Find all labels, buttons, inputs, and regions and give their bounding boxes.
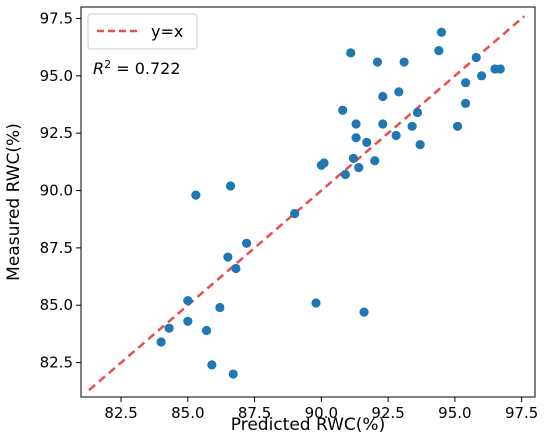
data-point <box>183 316 193 326</box>
data-point <box>319 158 329 168</box>
data-point <box>183 296 193 306</box>
data-point <box>311 298 321 308</box>
data-point <box>351 133 361 143</box>
data-point <box>359 307 369 317</box>
data-point <box>207 360 217 370</box>
data-point <box>191 190 201 200</box>
x-tick-label: 85.0 <box>171 404 204 422</box>
data-point <box>436 27 447 37</box>
data-point <box>156 337 166 347</box>
data-point <box>460 98 471 108</box>
data-point <box>164 323 174 333</box>
data-point <box>391 130 401 141</box>
y-tick-label: 90.0 <box>40 182 73 200</box>
data-point <box>476 71 487 81</box>
legend: y=x <box>87 13 198 50</box>
data-point <box>452 121 463 131</box>
data-point <box>241 238 252 248</box>
data-point <box>378 119 388 129</box>
x-tick-label: 92.5 <box>371 404 404 422</box>
x-ticks-layer: 82.5 85.0 87.5 90.0 92.5 95.0 97.5 <box>104 397 538 422</box>
y-ticks-layer: 82.5 85.0 87.5 90.0 92.5 95.0 97.5 <box>40 9 81 372</box>
y-tick-label: 95.0 <box>40 67 73 85</box>
data-point <box>340 169 350 180</box>
data-point <box>394 87 404 97</box>
data-point <box>370 156 380 166</box>
y-tick-label: 85.0 <box>40 296 73 314</box>
reference-line-layer <box>88 15 526 392</box>
data-point <box>354 162 364 173</box>
plot-frame <box>80 6 536 398</box>
data-point <box>362 137 372 147</box>
x-tick-label: 97.5 <box>505 404 538 422</box>
r-symbol: R <box>93 59 104 78</box>
data-point <box>434 45 444 56</box>
data-points-layer <box>156 27 505 379</box>
data-point <box>223 252 233 262</box>
x-tick-label: 95.0 <box>438 404 471 422</box>
legend-label: y=x <box>151 22 183 41</box>
data-point <box>231 263 241 274</box>
x-axis-title: Predicted RWC(%) <box>231 415 385 435</box>
y-axis-title: Measured RWC(%) <box>4 123 24 281</box>
r-superscript: 2 <box>104 58 111 71</box>
data-point <box>378 91 388 102</box>
data-point <box>412 107 423 118</box>
data-point <box>228 369 238 379</box>
data-point <box>495 64 505 74</box>
data-point <box>415 140 425 150</box>
x-tick-label: 90.0 <box>305 404 338 422</box>
data-point <box>351 119 361 129</box>
reference-line-y-equals-x <box>88 15 526 392</box>
data-point <box>372 57 383 67</box>
data-point <box>399 57 409 67</box>
data-point <box>346 48 356 58</box>
y-tick-label: 87.5 <box>40 239 73 257</box>
data-point <box>407 121 417 131</box>
y-tick-label: 97.5 <box>40 9 73 27</box>
data-point <box>460 78 471 88</box>
data-point <box>348 153 358 164</box>
x-tick-label: 82.5 <box>104 404 137 422</box>
x-tick-label: 87.5 <box>238 404 271 422</box>
r-squared-value: = 0.722 <box>111 59 180 78</box>
legend-box <box>87 13 198 50</box>
data-point <box>471 52 481 63</box>
r-squared-annotation: R2 = 0.722 <box>93 58 181 79</box>
data-point <box>225 181 236 191</box>
y-tick-label: 82.5 <box>40 354 73 372</box>
data-point <box>201 325 212 336</box>
data-point <box>215 302 225 313</box>
data-point <box>338 105 348 115</box>
data-point <box>290 208 300 219</box>
y-tick-label: 92.5 <box>40 124 73 142</box>
